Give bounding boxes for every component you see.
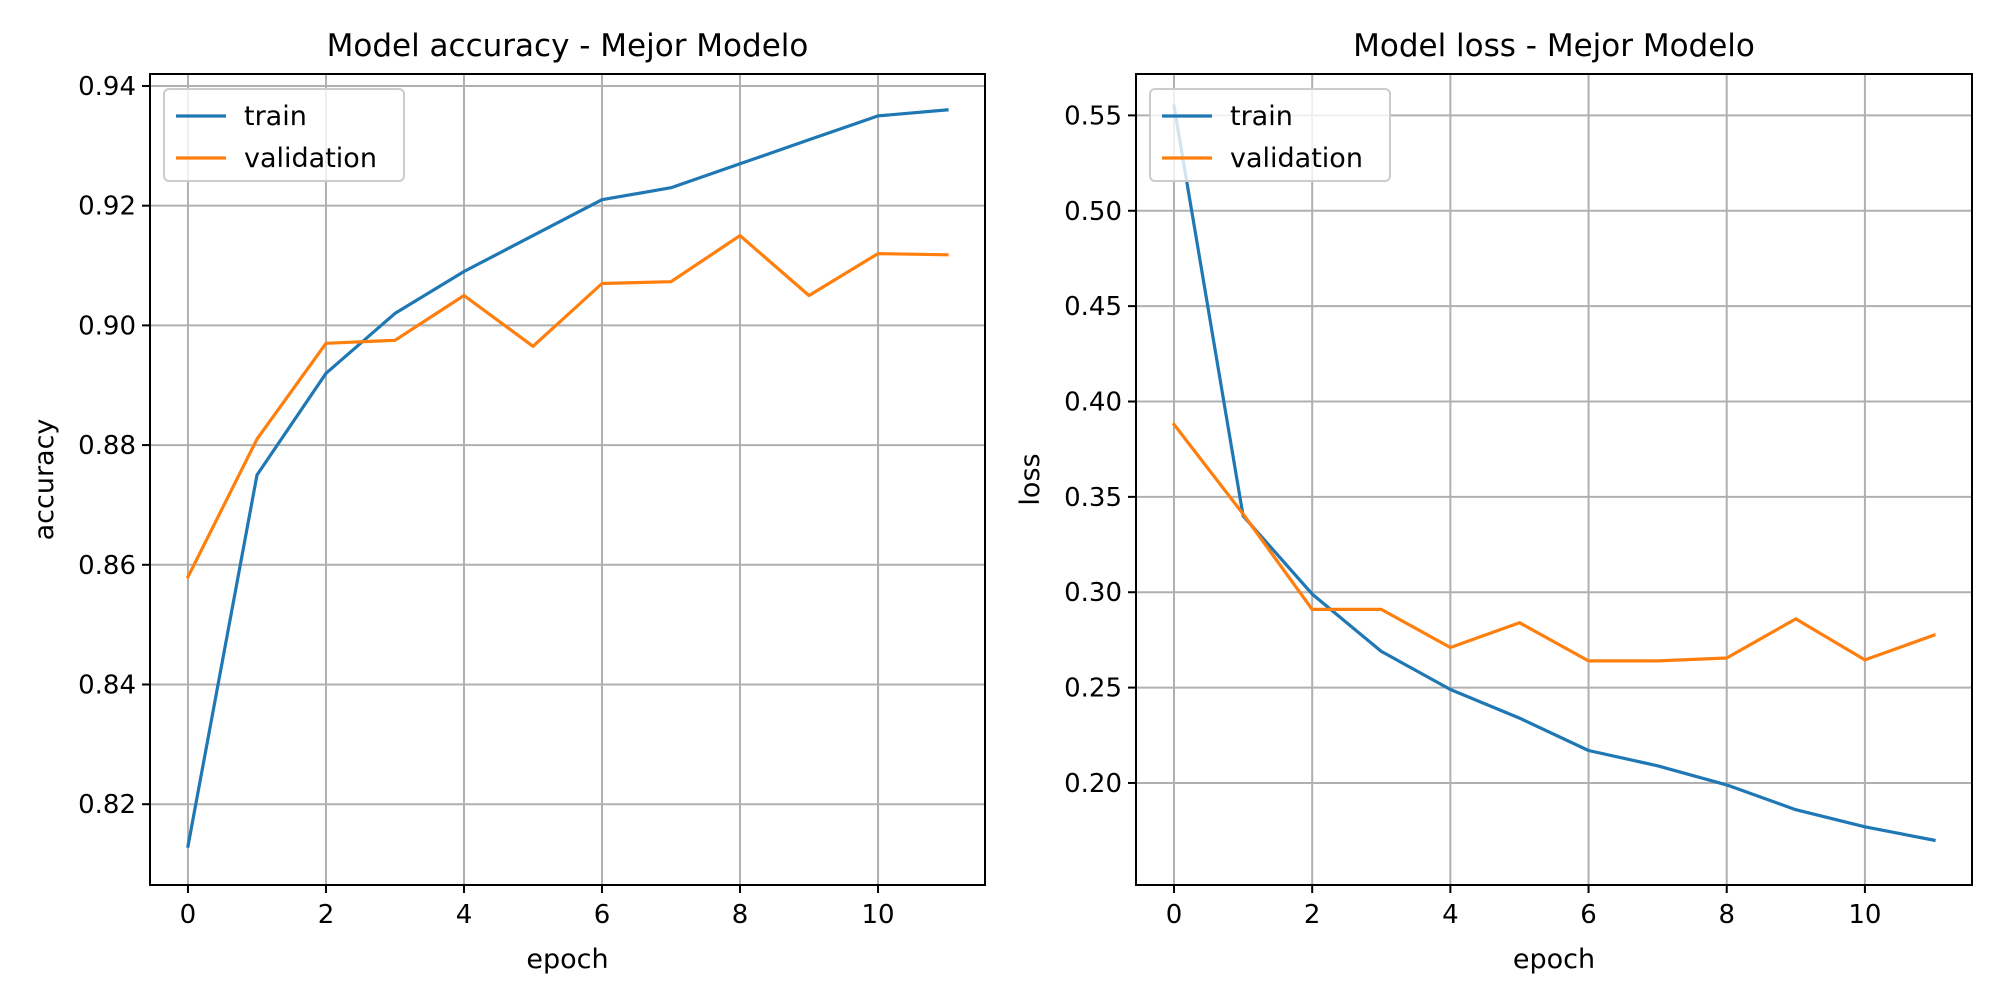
chart1-xtick-label: 10 [861, 900, 894, 930]
chart1-axes-frame [149, 73, 986, 886]
chart2-xtick-label: 10 [1848, 900, 1881, 930]
chart1-xtick-label: 2 [318, 900, 335, 930]
chart1-ytick-label: 0.90 [78, 311, 136, 341]
chart2-ytick-label: 0.25 [1064, 674, 1122, 704]
chart2-xtick-label: 2 [1304, 900, 1321, 930]
chart2-xtick-label: 8 [1718, 900, 1735, 930]
chart1-ytick-label: 0.82 [78, 790, 136, 820]
chart1-xtick-label: 8 [732, 900, 749, 930]
chart1-ytick-label: 0.84 [78, 670, 136, 700]
chart1-series-train-line [186, 108, 949, 848]
chart2-xtick-label: 4 [1442, 900, 1459, 930]
chart2-legend: train validation [1149, 88, 1391, 182]
chart1-ytick-label: 0.94 [78, 72, 136, 102]
chart2-ytick-label: 0.50 [1064, 197, 1122, 227]
chart1-xlabel: epoch [526, 944, 608, 975]
chart2-title: Model loss - Mejor Modelo [1353, 28, 1755, 64]
chart2-xlabel: epoch [1513, 944, 1595, 975]
chart1-ytick-label: 0.88 [78, 431, 136, 461]
chart1-series-validation-line [185, 234, 949, 579]
chart1: 0 2 4 6 8 10 0.82 0.84 0.86 0.88 0.90 0.92 0.94 Model… [29, 28, 986, 975]
chart2-ytick-label: 0.30 [1064, 578, 1122, 608]
chart2-series-train-line [1172, 104, 1936, 843]
chart1-ytick-label: 0.86 [78, 551, 136, 581]
chart2-legend-label-train: train [1230, 101, 1293, 132]
chart1-xtick-label: 6 [594, 900, 611, 930]
chart2-ytick-label: 0.40 [1064, 387, 1122, 417]
chart1-legend: train validation [163, 88, 405, 182]
chart2-legend-label-validation: validation [1230, 143, 1363, 174]
chart2-ytick-label: 0.55 [1064, 101, 1122, 131]
chart2-xtick-label: 6 [1580, 900, 1597, 930]
chart2: 0 2 4 6 8 10 0.20 0.25 0.30 0.35 0.40 0.45 0.50 0.55 M… [1015, 28, 1973, 975]
chart1-legend-label-train: train [244, 101, 307, 132]
chart2-axes-frame [1135, 73, 1973, 886]
chart1-title: Model accuracy - Mejor Modelo [327, 28, 809, 64]
chart2-xtick-label: 0 [1166, 900, 1183, 930]
chart2-ytick-label: 0.35 [1064, 483, 1122, 513]
chart1-ytick-label: 0.92 [78, 192, 136, 222]
chart2-ytick-label: 0.45 [1064, 292, 1122, 322]
chart2-ylabel: loss [1015, 453, 1046, 505]
chart2-series-validation-line [1171, 422, 1937, 663]
chart1-xtick-label: 0 [180, 900, 197, 930]
chart2-ytick-label: 0.20 [1064, 769, 1122, 799]
chart1-xtick-label: 4 [456, 900, 473, 930]
chart1-legend-label-validation: validation [244, 143, 377, 174]
chart1-ylabel: accuracy [29, 419, 60, 541]
